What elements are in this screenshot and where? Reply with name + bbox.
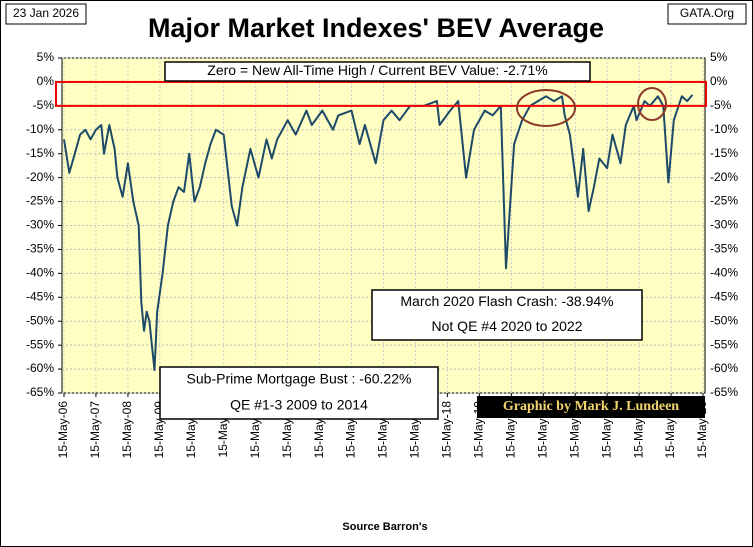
highlight-circle	[637, 87, 667, 121]
y-tick-label: -10%	[26, 122, 54, 136]
annotation-box	[164, 61, 591, 82]
y2-tick-label: -10%	[710, 122, 738, 136]
y2-tick-label: -20%	[710, 170, 738, 184]
x-tick-label: 15-May-07	[88, 401, 102, 459]
y2-tick-label: -30%	[710, 218, 738, 232]
annotation: Not QE #4 2020 to 2022	[432, 318, 583, 334]
x-axis-label: Source Barron's	[342, 521, 427, 533]
y2-tick-label: -15%	[710, 146, 738, 160]
y-tick-label: -55%	[26, 337, 54, 351]
x-tick-label: 15-May-18	[440, 401, 454, 459]
highlight-circle	[516, 89, 576, 127]
y2-tick-label: 0%	[710, 74, 728, 88]
x-tick-label: 15-May-08	[120, 401, 134, 459]
y-tick-label: 0%	[37, 74, 55, 88]
site-label: GATA.Org	[680, 6, 734, 20]
y-tick-label: -50%	[26, 313, 54, 327]
x-tick-label: 15-May-06	[56, 401, 70, 459]
date-label: 23 Jan 2026	[13, 6, 79, 20]
y-tick-label: -30%	[26, 218, 54, 232]
data-line	[63, 94, 694, 372]
y-tick-label: -20%	[26, 170, 54, 184]
annotation: QE #1-3 2009 to 2014	[230, 397, 368, 413]
y-tick-label: -65%	[26, 385, 54, 399]
y-tick-label: -45%	[26, 289, 54, 303]
credit: Graphic by Mark J. Lundeen	[503, 399, 679, 414]
y2-tick-label: -5%	[710, 98, 732, 112]
y-tick-label: 5%	[37, 50, 55, 64]
annotation: Zero = New All-Time High / Current BEV V…	[207, 62, 547, 78]
y2-tick-label: 5%	[710, 50, 728, 64]
y2-tick-label: -40%	[710, 266, 738, 280]
y-tick-label: -40%	[26, 266, 54, 280]
site-box	[667, 3, 747, 25]
annotation: March 2020 Flash Crash: -38.94%	[400, 293, 613, 309]
y-tick-label: -15%	[26, 146, 54, 160]
y2-tick-label: -50%	[710, 313, 738, 327]
annotation-box	[159, 366, 439, 420]
annotation-box	[371, 289, 643, 341]
annotation: Sub-Prime Mortgage Bust : -60.22%	[187, 371, 412, 387]
credit-box	[477, 396, 705, 418]
y2-tick-label: -45%	[710, 289, 738, 303]
y-tick-label: -35%	[26, 242, 54, 256]
highlight-band	[55, 80, 707, 107]
y2-tick-label: -65%	[710, 385, 738, 399]
y-tick-label: -60%	[26, 361, 54, 375]
y-tick-label: -5%	[33, 98, 55, 112]
date-box	[5, 3, 87, 25]
y2-tick-label: -35%	[710, 242, 738, 256]
y2-tick-label: -60%	[710, 361, 738, 375]
y2-tick-label: -55%	[710, 337, 738, 351]
chart-title: Major Market Indexes' BEV Average	[148, 13, 604, 43]
y2-tick-label: -25%	[710, 194, 738, 208]
y-tick-label: -25%	[26, 194, 54, 208]
